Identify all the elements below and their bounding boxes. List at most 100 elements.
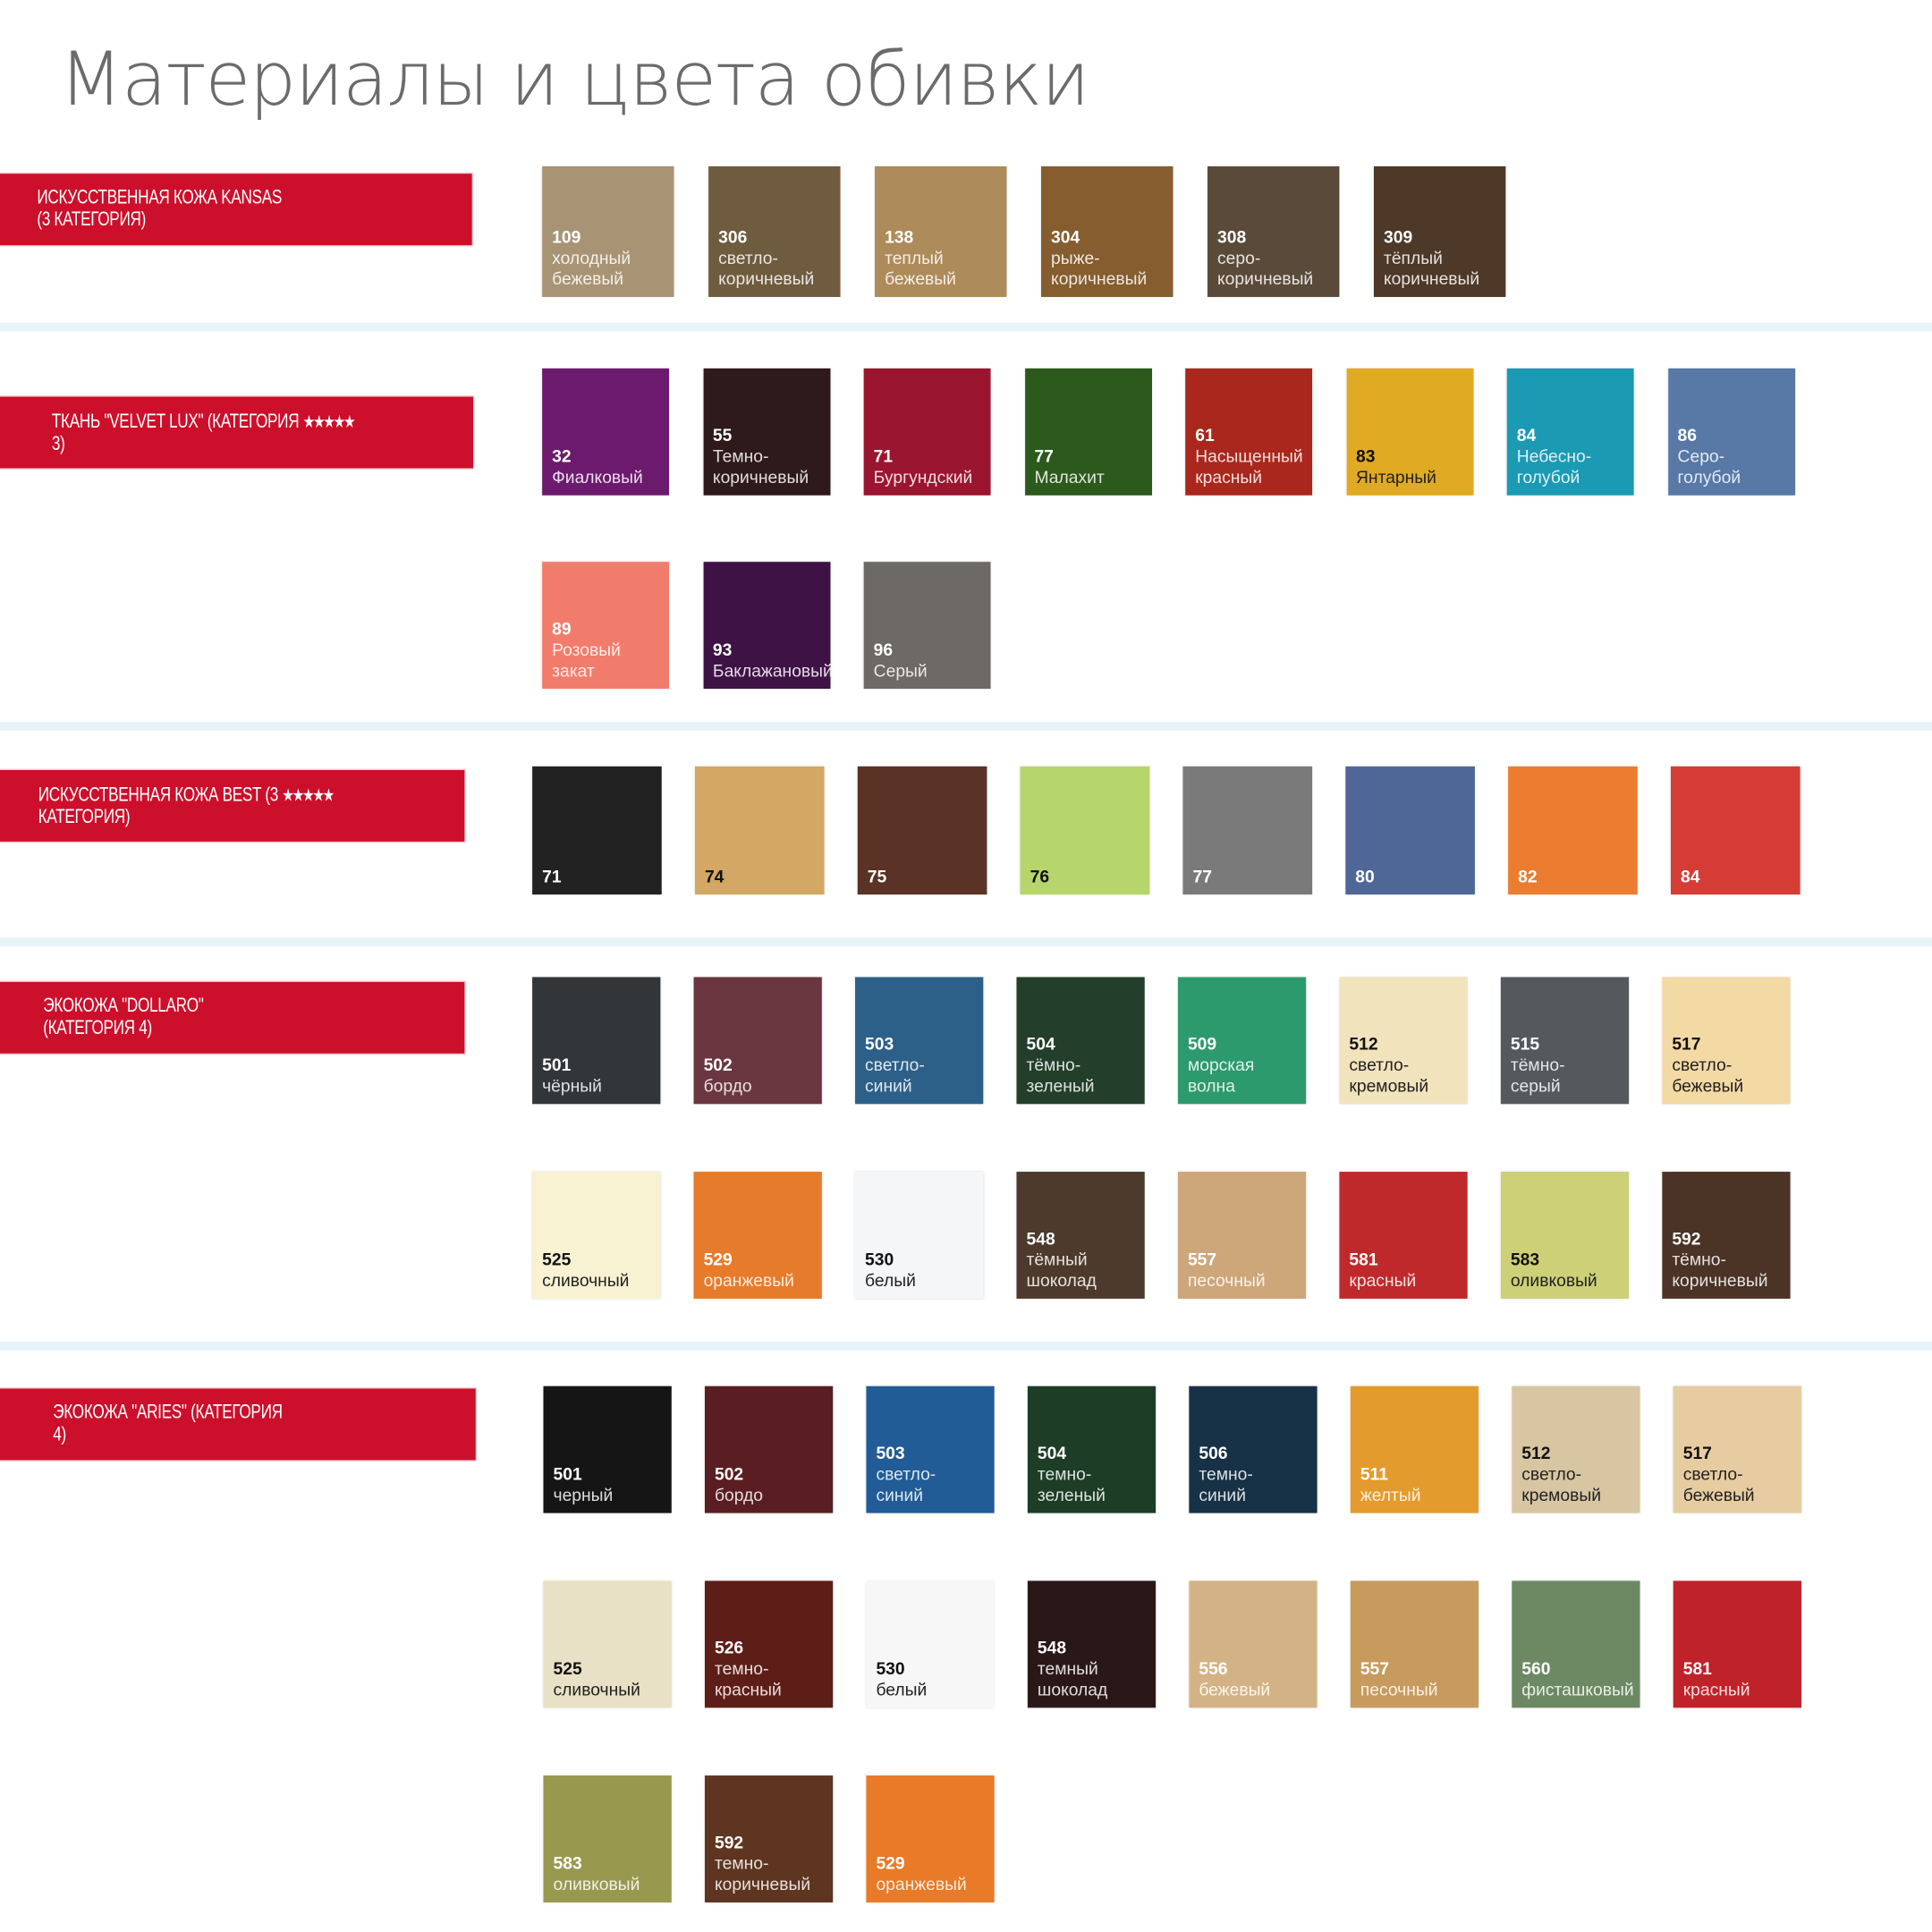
color-swatch-529[interactable]: 529 оранжевый — [693, 1172, 822, 1299]
swatch-code: 525 — [553, 1658, 582, 1679]
color-swatch-504[interactable]: 504 тёмно- зеленый — [1016, 977, 1145, 1105]
label-line-2: 3) — [51, 433, 65, 455]
swatch-code: 304 — [1051, 226, 1080, 247]
color-swatch-503[interactable]: 503 светло- синий — [866, 1385, 995, 1513]
swatch-code: 76 — [1030, 866, 1050, 886]
section-label-text: ИСКУССТВЕННАЯ КОЖА KANSAS (3 КАТЕГОРИЯ) — [37, 187, 282, 232]
swatch-code: 517 — [1682, 1443, 1712, 1463]
swatch-code: 74 — [704, 866, 724, 886]
color-swatch-55[interactable]: 55 Темно- коричневый — [702, 368, 830, 496]
color-swatch-556[interactable]: 556 бежевый — [1189, 1580, 1318, 1708]
color-swatch-525[interactable]: 525 сливочный — [543, 1580, 672, 1708]
swatch-name: темно- зеленый — [1037, 1463, 1106, 1504]
color-swatch-84[interactable]: 84 — [1670, 766, 1801, 895]
color-swatch-548[interactable]: 548 темный шоколад — [1027, 1580, 1157, 1708]
swatch-code: 503 — [876, 1443, 905, 1463]
color-swatch-525[interactable]: 525 сливочный — [532, 1172, 661, 1299]
color-swatch-583[interactable]: 583 оливковый — [1500, 1172, 1630, 1299]
color-swatch-517[interactable]: 517 светло- бежевый — [1673, 1385, 1801, 1513]
color-swatch-77[interactable]: 77 — [1182, 766, 1313, 895]
color-swatch-509[interactable]: 509 морская волна — [1177, 977, 1307, 1105]
color-swatch-592[interactable]: 592 темно- коричневый — [704, 1775, 834, 1902]
swatch-code: 583 — [1510, 1249, 1540, 1269]
swatch-code: 83 — [1355, 445, 1376, 466]
swatch-name: тёплый коричневый — [1383, 247, 1480, 289]
color-swatch-530[interactable]: 530 белый — [866, 1580, 995, 1708]
color-swatch-530[interactable]: 530 белый — [855, 1172, 984, 1299]
color-swatch-109[interactable]: 109 холодный бежевый — [542, 165, 674, 297]
swatch-code: 306 — [718, 226, 748, 247]
swatch-name: светло- бежевый — [1672, 1055, 1744, 1096]
color-swatch-309[interactable]: 309 тёплый коричневый — [1373, 165, 1506, 297]
color-swatch-511[interactable]: 511 желтый — [1350, 1385, 1479, 1513]
swatch-code: 503 — [865, 1033, 894, 1054]
color-swatch-504[interactable]: 504 темно- зеленый — [1027, 1385, 1157, 1513]
color-swatch-581[interactable]: 581 красный — [1339, 1172, 1468, 1299]
color-swatch-84[interactable]: 84 Небесно- голубой — [1506, 368, 1634, 496]
swatch-name: песочный — [1360, 1679, 1438, 1699]
swatch-name: холодный бежевый — [552, 247, 631, 289]
color-swatch-61[interactable]: 61 Насыщенный красный — [1185, 368, 1313, 496]
color-swatch-93[interactable]: 93 Баклажановый — [702, 562, 830, 690]
page-title: Материалы и цвета обивки — [59, 37, 1089, 123]
swatch-name: тёмно- зеленый — [1026, 1055, 1095, 1096]
color-swatch-71[interactable]: 71 — [532, 766, 662, 895]
swatch-code: 96 — [873, 639, 894, 659]
color-swatch-583[interactable]: 583 оливковый — [543, 1775, 672, 1902]
color-swatch-89[interactable]: 89 Розовый закат — [542, 562, 670, 690]
color-swatch-32[interactable]: 32 Фиалковый — [542, 368, 670, 496]
color-swatch-501[interactable]: 501 чёрный — [532, 977, 661, 1105]
color-swatch-80[interactable]: 80 — [1345, 766, 1475, 895]
color-swatch-503[interactable]: 503 светло- синий — [855, 977, 984, 1105]
color-swatch-502[interactable]: 502 бордо — [704, 1385, 834, 1513]
color-swatch-96[interactable]: 96 Серый — [863, 562, 991, 690]
color-swatch-506[interactable]: 506 темно- синий — [1189, 1385, 1318, 1513]
color-swatch-557[interactable]: 557 песочный — [1177, 1172, 1307, 1299]
color-swatch-560[interactable]: 560 фисташковый — [1512, 1580, 1640, 1708]
color-swatch-76[interactable]: 76 — [1020, 766, 1150, 895]
color-swatch-304[interactable]: 304 рыже- коричневый — [1041, 165, 1174, 297]
swatch-code: 71 — [542, 866, 562, 886]
color-swatch-83[interactable]: 83 Янтарный — [1345, 368, 1473, 496]
color-swatch-515[interactable]: 515 тёмно- серый — [1500, 977, 1630, 1105]
color-swatch-512[interactable]: 512 светло- кремовый — [1339, 977, 1468, 1105]
color-swatch-581[interactable]: 581 красный — [1673, 1580, 1801, 1708]
swatch-code: 529 — [703, 1249, 733, 1269]
color-swatch-74[interactable]: 74 — [694, 766, 825, 895]
swatch-code: 525 — [542, 1249, 572, 1269]
color-swatch-71[interactable]: 71 Бургундский — [863, 368, 991, 496]
swatch-code: 517 — [1672, 1033, 1701, 1054]
color-swatch-501[interactable]: 501 черный — [543, 1385, 672, 1513]
swatch-code: 509 — [1187, 1033, 1217, 1054]
color-swatch-82[interactable]: 82 — [1508, 766, 1638, 895]
swatch-name: чёрный — [542, 1075, 602, 1096]
swatch-name: рыже- коричневый — [1051, 247, 1148, 289]
swatch-name: светло- синий — [865, 1055, 925, 1096]
swatch-code: 581 — [1682, 1658, 1712, 1679]
swatch-code: 560 — [1521, 1658, 1551, 1679]
swatch-code: 581 — [1349, 1249, 1378, 1269]
color-swatch-548[interactable]: 548 тёмный шоколад — [1016, 1172, 1145, 1299]
color-swatch-557[interactable]: 557 песочный — [1350, 1580, 1479, 1708]
swatch-name: тёмный шоколад — [1026, 1249, 1097, 1291]
color-swatch-592[interactable]: 592 тёмно- коричневый — [1662, 1172, 1791, 1299]
color-swatch-512[interactable]: 512 светло- кремовый — [1512, 1385, 1640, 1513]
color-swatch-526[interactable]: 526 темно- красный — [704, 1580, 834, 1708]
swatch-code: 512 — [1521, 1443, 1551, 1463]
color-swatch-529[interactable]: 529 оранжевый — [866, 1775, 995, 1902]
color-swatch-138[interactable]: 138 теплый бежевый — [875, 165, 1007, 297]
swatch-name: бордо — [714, 1484, 764, 1504]
color-swatch-86[interactable]: 86 Серо- голубой — [1667, 368, 1795, 496]
swatch-code: 530 — [876, 1658, 905, 1679]
color-swatch-306[interactable]: 306 светло- коричневый — [708, 165, 841, 297]
swatch-name: тёмно- серый — [1510, 1055, 1565, 1096]
color-swatch-77[interactable]: 77 Малахит — [1024, 368, 1152, 496]
swatch-code: 71 — [873, 445, 894, 466]
color-swatch-517[interactable]: 517 светло- бежевый — [1662, 977, 1791, 1105]
color-swatch-308[interactable]: 308 серо- коричневый — [1207, 165, 1340, 297]
color-swatch-502[interactable]: 502 бордо — [693, 977, 822, 1105]
swatch-name: Янтарный — [1355, 467, 1436, 487]
color-swatch-75[interactable]: 75 — [857, 766, 987, 895]
swatch-code: 84 — [1680, 866, 1700, 886]
